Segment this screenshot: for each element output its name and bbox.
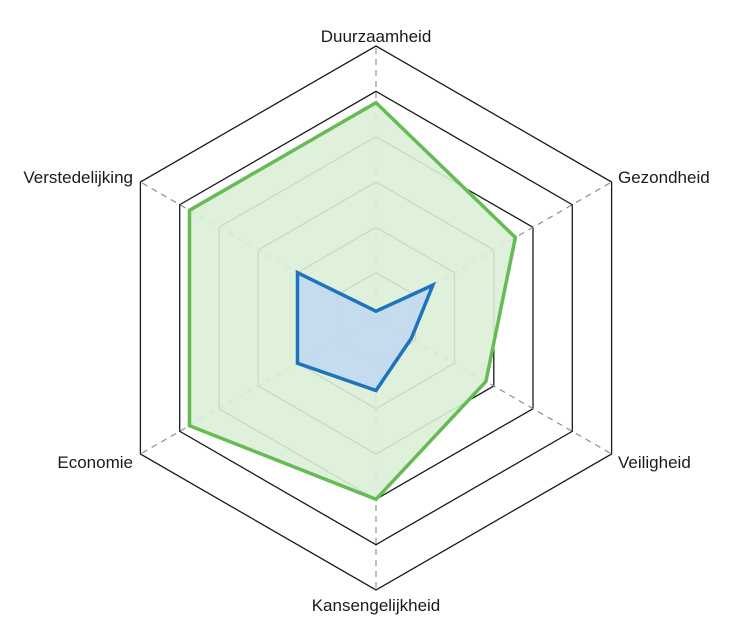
axis-label-verstedelijking: Verstedelijking: [23, 168, 133, 187]
radar-series-layer: [187, 100, 518, 502]
grid-ring-5: [179, 90, 573, 546]
axis-label-economie: Economie: [57, 453, 133, 472]
axis-label-veiligheid: Veiligheid: [618, 453, 691, 472]
axis-label-kansengelijkheid: Kansengelijkheid: [312, 596, 441, 615]
axis-label-duurzaamheid: Duurzaamheid: [321, 27, 432, 46]
series-2-area: [295, 269, 437, 393]
grid-ring-6: [139, 45, 613, 591]
axis-label-gezondheid: Gezondheid: [618, 168, 710, 187]
